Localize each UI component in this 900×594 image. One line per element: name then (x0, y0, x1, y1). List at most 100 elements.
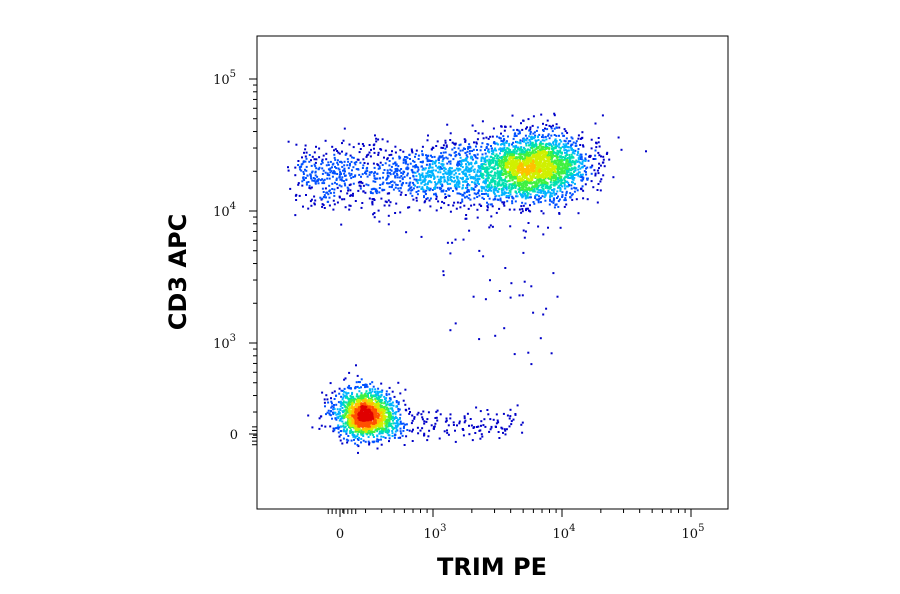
event-dot (515, 140, 517, 143)
event-dot (405, 167, 408, 170)
event-dot (387, 428, 390, 431)
event-dot (499, 147, 502, 150)
event-dot (541, 158, 544, 161)
event-dot (414, 166, 417, 169)
event-dot (377, 421, 380, 424)
event-dot (491, 225, 494, 228)
event-dot (414, 153, 417, 156)
event-dot (509, 225, 512, 228)
event-dot (546, 153, 549, 156)
event-dot (575, 140, 578, 143)
event-dot (620, 148, 623, 151)
event-dot (503, 162, 505, 164)
event-dot (391, 435, 394, 437)
event-dot (421, 173, 424, 176)
event-dot (573, 190, 576, 193)
event-dot (370, 171, 373, 173)
event-dot (497, 163, 500, 166)
event-dot (460, 161, 463, 164)
event-dot (410, 422, 413, 425)
event-dot (353, 435, 356, 438)
event-dot (449, 187, 452, 190)
event-dot (387, 175, 390, 178)
event-dot (428, 189, 431, 192)
event-dot (494, 147, 497, 150)
event-dot (497, 175, 500, 178)
event-dot (317, 168, 320, 171)
event-dot (490, 184, 493, 187)
event-dot (426, 197, 429, 200)
event-dot (409, 177, 412, 180)
event-dot (380, 419, 383, 422)
event-dot (435, 164, 437, 167)
event-dot (529, 196, 531, 199)
event-dot (392, 404, 395, 407)
event-dot (377, 387, 380, 390)
event-dot (427, 167, 430, 170)
event-dot (397, 418, 400, 421)
event-dot (396, 422, 399, 425)
event-dot (594, 149, 597, 152)
event-dot (504, 179, 507, 182)
event-dot (567, 142, 570, 145)
event-dot (368, 144, 371, 146)
event-dot (331, 405, 334, 408)
event-dot (380, 443, 383, 446)
event-dot (571, 168, 574, 171)
event-dot (558, 179, 561, 182)
event-dot (490, 145, 492, 147)
event-dot (370, 430, 373, 433)
event-dot (484, 163, 487, 166)
event-dot (381, 188, 384, 191)
event-dot (566, 164, 569, 167)
event-dot (551, 156, 554, 159)
event-dot (469, 418, 472, 420)
event-dot (399, 422, 402, 425)
event-dot (455, 167, 458, 170)
event-dot (483, 163, 485, 166)
event-dot (351, 156, 354, 159)
event-dot (479, 410, 482, 413)
event-dot (531, 150, 534, 153)
event-dot (586, 178, 589, 181)
event-dot (528, 157, 530, 159)
event-dot (575, 198, 578, 201)
event-dot (443, 176, 446, 179)
event-dot (468, 168, 470, 171)
event-dot (333, 191, 336, 194)
event-dot (556, 158, 559, 161)
event-dot (483, 159, 486, 162)
event-dot (498, 156, 501, 159)
event-dot (555, 156, 558, 159)
event-dot (349, 154, 352, 157)
event-dot (539, 176, 542, 179)
event-dot (367, 153, 370, 156)
event-dot (465, 169, 468, 172)
event-dot (395, 172, 398, 175)
event-dot (521, 163, 524, 166)
event-dot (349, 432, 352, 434)
event-dot (553, 127, 556, 130)
event-dot (544, 127, 546, 130)
event-dot (396, 167, 399, 170)
event-dot (362, 158, 365, 161)
event-dot (412, 174, 415, 177)
event-dot (429, 171, 432, 173)
event-dot (396, 176, 399, 179)
event-dot (396, 169, 399, 172)
event-dot (561, 145, 564, 148)
event-dot (341, 142, 343, 145)
event-dot (534, 168, 537, 171)
event-dot (419, 429, 422, 432)
event-dot (334, 165, 336, 168)
event-dot (336, 161, 339, 164)
event-dot (529, 193, 532, 196)
event-dot (570, 144, 572, 147)
event-dot (352, 409, 355, 412)
event-dot (443, 179, 446, 181)
event-dot (503, 204, 506, 207)
event-dot (351, 396, 354, 399)
event-dot (484, 425, 487, 428)
event-dot (552, 201, 555, 204)
